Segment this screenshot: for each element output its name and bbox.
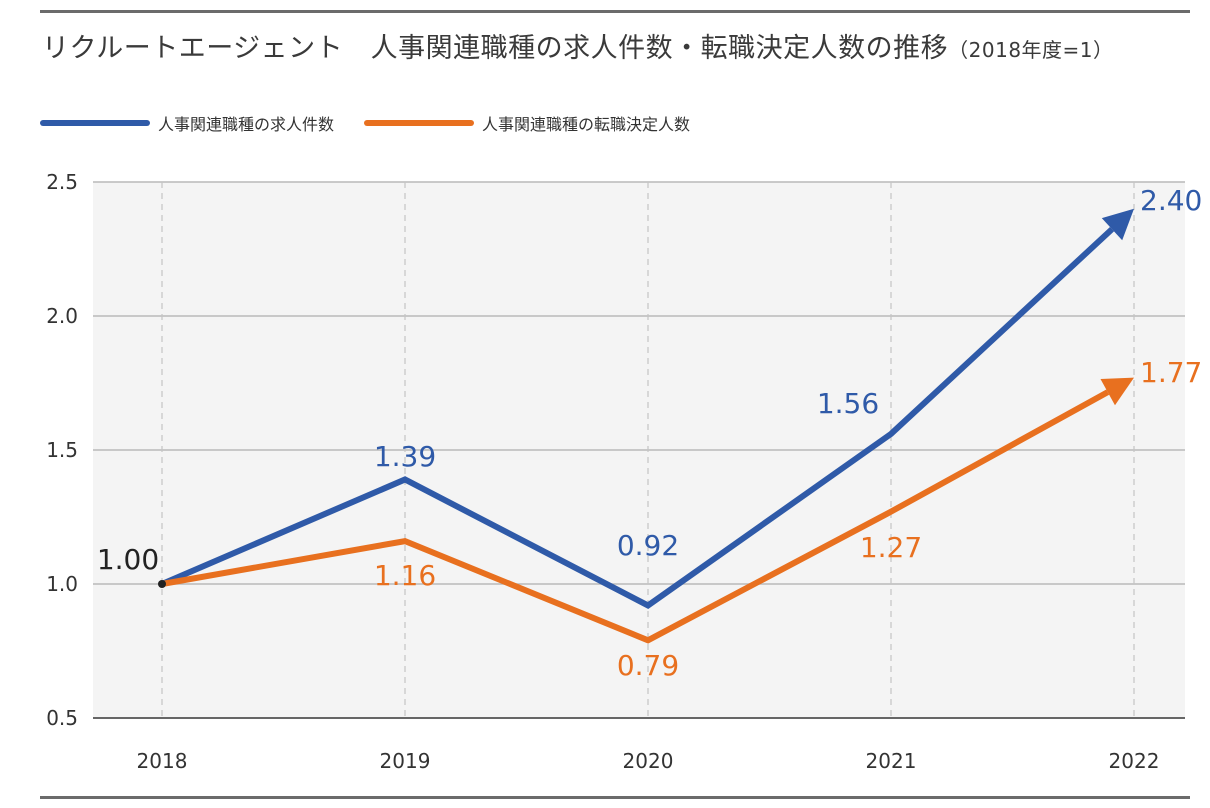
top-rule [40,10,1190,13]
data-label-0-1: 1.39 [374,440,436,473]
data-label-base: 1.00 [97,543,159,576]
series-line-1 [161,389,1110,644]
legend-item-job-openings: 人事関連職種の求人件数 [40,111,334,135]
chart-title: リクルートエージェント 人事関連職種の求人件数・転職決定人数の推移（2018年度… [42,26,1114,65]
bottom-rule [40,796,1190,799]
x-tick-label: 2018 [137,749,188,773]
y-tick-label: 1.5 [46,438,78,462]
data-label-1-3: 1.27 [860,531,922,564]
legend: 人事関連職種の求人件数 人事関連職種の転職決定人数 [40,110,720,136]
y-tick-label: 2.5 [46,170,78,194]
data-label-0-2: 0.92 [617,529,679,562]
legend-item-placements: 人事関連職種の転職決定人数 [364,111,690,135]
legend-label-job-openings: 人事関連職種の求人件数 [158,115,335,134]
data-label-0-3: 1.56 [817,387,879,420]
base-point [158,580,166,588]
data-label-0-4: 2.40 [1140,184,1202,217]
series-arrowhead-0 [1101,208,1134,241]
legend-label-placements: 人事関連職種の転職決定人数 [482,115,691,134]
series-arrowhead-1 [1100,377,1134,406]
y-tick-label: 2.0 [46,304,78,328]
data-label-1-2: 0.79 [617,649,679,682]
y-tick-label: 1.0 [46,572,78,596]
chart-title-text: リクルートエージェント 人事関連職種の求人件数・転職決定人数の推移 [42,33,949,64]
y-tick-label: 0.5 [46,706,78,730]
data-label-1-4: 1.77 [1140,356,1202,389]
x-tick-label: 2022 [1109,749,1160,773]
series-line-0 [160,226,1115,609]
legend-swatch-job-openings [40,120,150,126]
x-tick-label: 2021 [866,749,917,773]
legend-swatch-placements [364,120,475,126]
x-tick-label: 2020 [623,749,674,773]
x-tick-label: 2019 [380,749,431,773]
chart-title-suffix: （2018年度=1） [948,38,1114,62]
data-label-1-1: 1.16 [374,559,436,592]
